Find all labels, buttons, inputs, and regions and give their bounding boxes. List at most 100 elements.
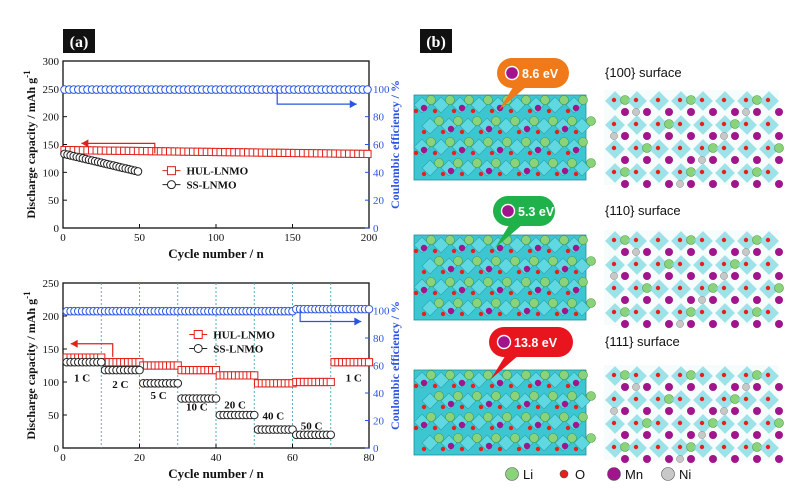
mn-atom bbox=[731, 383, 739, 391]
x-tick-label: 80 bbox=[364, 452, 376, 464]
mn-atom bbox=[731, 407, 739, 415]
mn-atom bbox=[420, 379, 428, 387]
o-atom bbox=[677, 285, 683, 291]
o-atom bbox=[573, 311, 579, 317]
o-atom bbox=[478, 404, 484, 410]
atom-legend: Li O Mn Ni bbox=[505, 467, 691, 482]
mn-atom bbox=[775, 156, 783, 164]
mn-atom bbox=[753, 320, 761, 328]
mn-atom bbox=[534, 104, 542, 112]
mn-atom bbox=[709, 407, 717, 415]
li-atom bbox=[445, 235, 455, 245]
o-atom bbox=[743, 420, 749, 426]
energy-bubble-tail bbox=[499, 84, 527, 110]
mn-atom bbox=[621, 407, 629, 415]
data-point bbox=[135, 365, 144, 375]
li-atom bbox=[548, 256, 558, 266]
y2-axis-label: Coulombic efficiency / % bbox=[388, 80, 402, 209]
o-atom bbox=[440, 311, 446, 317]
mn-atom bbox=[775, 431, 783, 439]
li-atom bbox=[521, 277, 531, 287]
data-point bbox=[364, 358, 374, 367]
o-atom bbox=[611, 261, 617, 267]
li-atom bbox=[559, 412, 569, 422]
y2-tick-label: 80 bbox=[373, 333, 385, 345]
o-atom bbox=[765, 372, 771, 378]
li-atom bbox=[540, 235, 550, 245]
rate-label: 1 C bbox=[74, 372, 90, 384]
legend-atom-label: O bbox=[575, 467, 585, 482]
o-atom bbox=[413, 150, 419, 156]
data-point bbox=[133, 167, 143, 176]
mn-atom bbox=[485, 167, 493, 175]
o-atom bbox=[611, 372, 617, 378]
ni-atom bbox=[742, 108, 750, 116]
o-atom bbox=[565, 150, 571, 156]
y-tick-label: 0 bbox=[54, 223, 60, 235]
o-atom bbox=[432, 425, 438, 431]
o-atom bbox=[743, 145, 749, 151]
li-atom bbox=[521, 370, 531, 380]
o-atom bbox=[611, 285, 617, 291]
o-atom bbox=[478, 311, 484, 317]
mn-atom bbox=[731, 296, 739, 304]
li-atom bbox=[567, 391, 577, 401]
mn-atom bbox=[731, 132, 739, 140]
o-atom bbox=[743, 372, 749, 378]
legend-label: HUL-LNMO bbox=[186, 166, 248, 178]
legend-atom-label: Mn bbox=[625, 467, 643, 482]
energy-bubble-tail bbox=[495, 222, 523, 248]
o-atom bbox=[432, 248, 438, 254]
mn-atom bbox=[687, 455, 695, 463]
o-atom bbox=[470, 108, 476, 114]
o-atom bbox=[546, 290, 552, 296]
mn-atom bbox=[420, 421, 428, 429]
mn-atom bbox=[534, 379, 542, 387]
y-axis-label-superscript: -1 bbox=[22, 291, 32, 299]
o-atom bbox=[497, 446, 503, 452]
y2-tick-label: 20 bbox=[373, 195, 385, 207]
energy-value: 13.8 eV bbox=[514, 336, 558, 350]
o-atom bbox=[655, 285, 661, 291]
o-atom bbox=[699, 285, 705, 291]
y-tick-label: 250 bbox=[43, 84, 60, 96]
li-atom bbox=[434, 298, 444, 308]
o-atom bbox=[655, 169, 661, 175]
o-atom bbox=[699, 97, 705, 103]
x-tick-label: 0 bbox=[60, 452, 66, 464]
mn-atom bbox=[561, 400, 569, 408]
li-atom bbox=[578, 95, 588, 105]
mn-atom bbox=[420, 286, 428, 294]
li-atom bbox=[586, 391, 596, 401]
y-tick-label: 150 bbox=[43, 140, 60, 152]
li-atom bbox=[472, 116, 482, 126]
mn-atom bbox=[753, 132, 761, 140]
y2-tick-label: 100 bbox=[373, 306, 390, 318]
surface-models: 8.6 eV {100} surface 5.3 eV {110} surface 13… bbox=[413, 58, 784, 463]
o-atom bbox=[421, 404, 427, 410]
li-atom bbox=[548, 391, 558, 401]
o-atom bbox=[440, 129, 446, 135]
o-atom bbox=[497, 171, 503, 177]
mn-atom bbox=[534, 286, 542, 294]
ni-atom bbox=[610, 407, 618, 415]
mn-atom bbox=[447, 442, 455, 450]
li-atom bbox=[434, 391, 444, 401]
o-atom bbox=[743, 169, 749, 175]
o-atom bbox=[633, 237, 639, 243]
mn-atom bbox=[621, 108, 629, 116]
li-atom bbox=[434, 116, 444, 126]
li-atom bbox=[426, 370, 436, 380]
o-atom bbox=[573, 269, 579, 275]
mn-atom bbox=[731, 431, 739, 439]
legend-label: SS-LNMO bbox=[186, 180, 237, 192]
li-atom bbox=[774, 283, 784, 293]
y-tick-label: 100 bbox=[43, 167, 60, 179]
o-atom bbox=[508, 150, 514, 156]
li-atom bbox=[483, 235, 493, 245]
o-atom bbox=[527, 290, 533, 296]
o-atom bbox=[451, 150, 457, 156]
panel-b-label-box bbox=[420, 29, 452, 53]
data-point bbox=[249, 410, 259, 420]
li-atom bbox=[586, 298, 596, 308]
